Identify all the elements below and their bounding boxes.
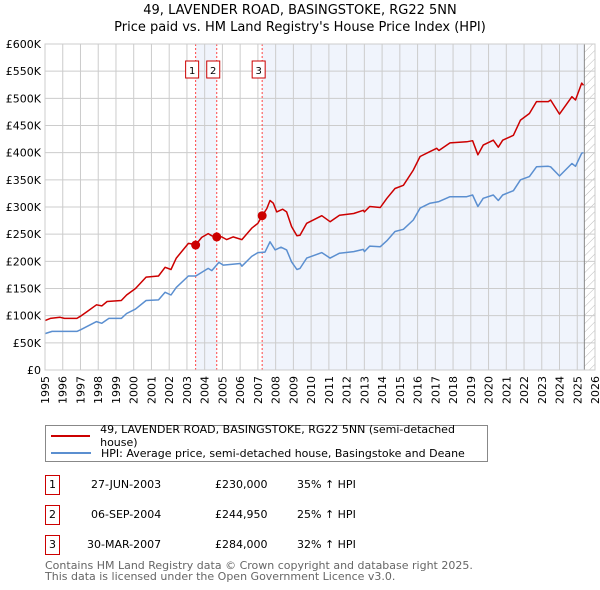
legend-label: HPI: Average price, semi-detached house,…	[101, 446, 465, 460]
x-tick-label: 2023	[536, 376, 549, 404]
x-tick-label: 2013	[358, 376, 371, 404]
legend-label: 49, LAVENDER ROAD, BASINGSTOKE, RG22 5NN…	[100, 423, 455, 449]
sale-number: 2	[45, 505, 60, 525]
y-tick-label: £200K	[6, 255, 42, 268]
x-tick-label: 2017	[429, 376, 442, 404]
sale-marker-box	[185, 60, 200, 79]
y-tick-label: £350K	[6, 174, 42, 187]
x-tick-label: 2024	[554, 376, 567, 404]
footer-licence: This data is licensed under the Open Gov…	[45, 570, 396, 583]
y-tick-label: £550K	[6, 65, 42, 78]
x-tick-label: 2015	[394, 376, 407, 404]
sale-hpi-diff: 25% ↑ HPI	[297, 508, 356, 521]
x-tick-label: 2020	[483, 376, 496, 404]
sale-date: 06-SEP-2004	[91, 508, 162, 521]
sale-point	[212, 232, 222, 242]
y-tick-label: £0	[27, 364, 41, 377]
sale-price: £230,000	[215, 478, 268, 491]
legend-item-property: 49, LAVENDER ROAD, BASINGSTOKE, RG22 5NN…	[46, 423, 487, 449]
sale-hpi-diff: 32% ↑ HPI	[297, 538, 356, 551]
transaction-row: 3 30-MAR-2007 £284,000 32% ↑ HPI	[45, 535, 445, 555]
sale-marker-box	[206, 60, 221, 79]
sale-date: 30-MAR-2007	[87, 538, 162, 551]
x-tick-label: 1995	[39, 376, 52, 404]
transaction-row: 2 06-SEP-2004 £244,950 25% ↑ HPI	[45, 505, 445, 525]
property-price-line	[44, 82, 585, 322]
x-tick-label: 2007	[252, 376, 265, 404]
x-tick-label: 2003	[181, 376, 194, 404]
hpi-line	[44, 151, 584, 335]
x-tick-label: 2006	[234, 376, 247, 404]
y-tick-label: £400K	[6, 147, 42, 160]
y-tick-label: £50K	[13, 337, 42, 350]
y-tick-label: £100K	[6, 310, 42, 323]
legend-item-hpi: HPI: Average price, semi-detached house,…	[46, 445, 465, 461]
x-tick-label: 2022	[518, 376, 531, 404]
x-tick-label: 2010	[305, 376, 318, 404]
x-tick-label: 2000	[128, 376, 141, 404]
x-tick-label: 2004	[199, 376, 212, 404]
legend-swatch-red	[51, 435, 91, 437]
y-tick-label: £300K	[6, 201, 42, 214]
price-chart: 1995 1996 1997 1998 1999 2000 2001 2002 2003 2004…	[6, 38, 600, 404]
x-tick-label: 2026	[589, 376, 600, 404]
sale-date: 27-JUN-2003	[91, 478, 162, 491]
x-tick-label: 2009	[287, 376, 300, 404]
transaction-row: 1 27-JUN-2003 £230,000 35% ↑ HPI	[45, 475, 445, 495]
x-tick-label: 2012	[341, 376, 354, 404]
x-tick-label: 2002	[163, 376, 176, 404]
sale-point	[257, 211, 267, 221]
x-tick-label: 2025	[571, 376, 584, 404]
legend-swatch-blue	[51, 452, 91, 454]
sale-point	[191, 240, 201, 250]
y-tick-label: £150K	[6, 283, 42, 296]
sale-hpi-diff: 35% ↑ HPI	[297, 478, 356, 491]
x-tick-label: 2011	[323, 376, 336, 404]
x-tick-label: 1999	[110, 376, 123, 404]
x-tick-label: 2018	[447, 376, 460, 404]
sale-price: £284,000	[215, 538, 268, 551]
x-tick-label: 1997	[74, 376, 87, 404]
y-tick-label: £450K	[6, 120, 42, 133]
x-tick-label: 2008	[270, 376, 283, 404]
x-tick-label: 2001	[145, 376, 158, 404]
legend: 49, LAVENDER ROAD, BASINGSTOKE, RG22 5NN…	[45, 423, 488, 462]
sale-number: 1	[45, 475, 60, 495]
y-tick-label: £250K	[6, 228, 42, 241]
chart-title: 49, LAVENDER ROAD, BASINGSTOKE, RG22 5NN	[143, 3, 457, 18]
sale-marker-label: 3	[255, 66, 261, 77]
x-tick-label: 1998	[92, 376, 105, 404]
footer-copyright: Contains HM Land Registry data © Crown c…	[45, 559, 473, 572]
chart-subtitle: Price paid vs. HM Land Registry's House …	[114, 20, 486, 35]
sale-number: 3	[45, 535, 60, 555]
sale-marker-label: 1	[189, 66, 195, 77]
sale-marker-label: 2	[210, 66, 216, 77]
sale-price: £244,950	[215, 508, 268, 521]
x-tick-label: 1996	[57, 376, 70, 404]
x-tick-label: 2016	[412, 376, 425, 404]
x-tick-label: 2021	[500, 376, 513, 404]
x-tick-label: 2019	[465, 376, 478, 404]
x-tick-label: 2005	[216, 376, 229, 404]
y-tick-label: £600K	[6, 38, 42, 51]
y-tick-label: £500K	[6, 92, 42, 105]
x-tick-label: 2014	[376, 376, 389, 404]
sale-marker-box	[251, 60, 266, 79]
plot-border	[44, 43, 596, 371]
